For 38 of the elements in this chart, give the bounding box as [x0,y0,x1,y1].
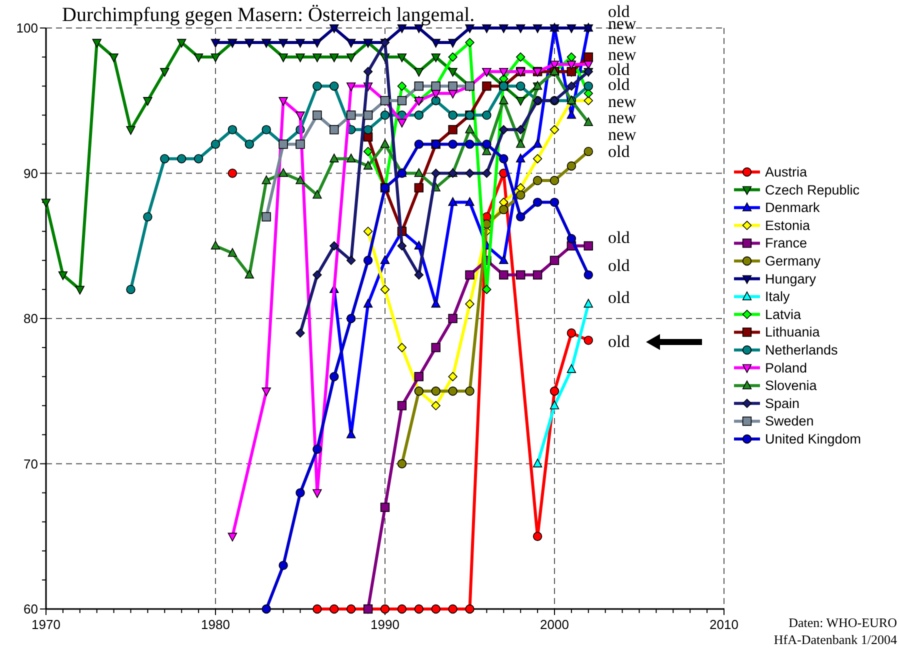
x-tick-label: 1980 [201,617,230,632]
legend-label: Poland [765,360,808,376]
legend-label: France [765,236,808,251]
x-tick-label: 2000 [540,617,569,632]
legend-label: Austria [765,164,808,180]
text: Daten: WHO-EURO [788,615,897,630]
legend-label: Hungary [765,271,816,286]
text: HfA-Datenbank 1/2004 [774,632,898,647]
legend-label: Netherlands [765,342,838,358]
legend-label: Estonia [765,218,811,233]
legend-label: Czech Republic [765,182,860,198]
y-tick-label: 90 [24,166,38,181]
y-tick-label: 100 [16,20,38,36]
legend-label: Italy [765,289,790,304]
x-tick-label: 1990 [370,617,400,632]
annotation: old [608,228,630,247]
annotation: new [608,108,638,127]
annotation: new [608,125,638,144]
legend-label: Denmark [765,200,820,216]
chart-title: Durchimpfung gegen Masern: Österreich langemal. [62,4,475,26]
annotation: old [608,142,630,161]
annotation: new [608,92,638,111]
annotation: old [608,332,630,351]
y-tick-label: 80 [24,311,38,326]
legend-label: Sweden [765,414,814,429]
legend-label: Spain [765,396,800,411]
x-tick-label: 1970 [32,617,60,632]
y-tick-label: 70 [24,456,38,472]
y-tick-label: 60 [24,602,38,616]
x-tick-label: 2010 [710,617,738,632]
legend-label: Lithuania [765,324,820,340]
annotation: old [608,288,630,307]
legend-label: Slovenia [765,378,818,394]
annotation: old [608,256,630,275]
legend-label: Germany [765,254,821,268]
legend-label: Latvia [765,306,802,322]
annotation: new [608,29,638,48]
legend-label: United Kingdom [765,432,862,446]
